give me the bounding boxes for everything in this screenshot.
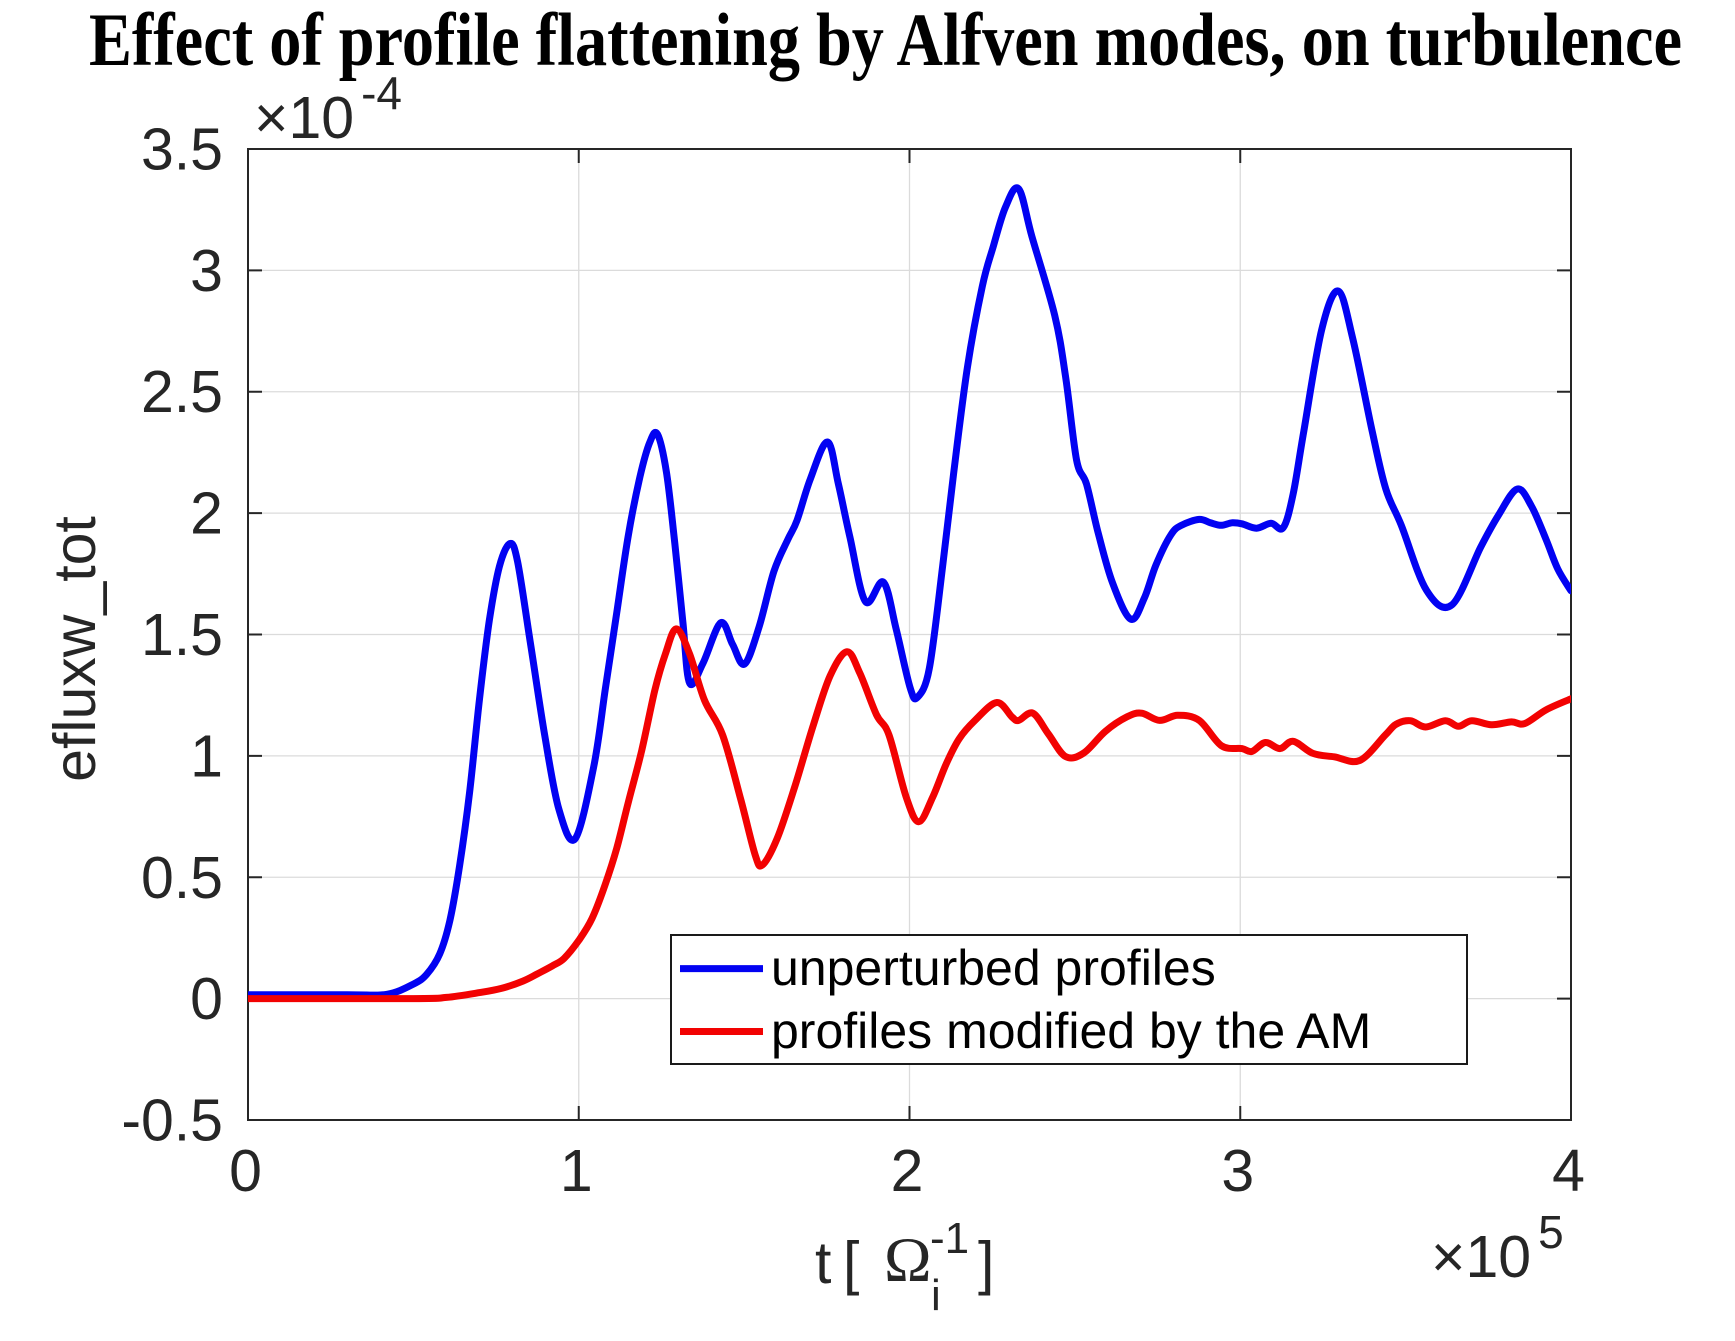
svg-text:unperturbed profiles: unperturbed profiles [771, 940, 1216, 996]
svg-text:1: 1 [190, 723, 223, 789]
svg-text:efluxw_tot: efluxw_tot [42, 516, 108, 782]
svg-text:]: ] [978, 1230, 994, 1296]
svg-text:2: 2 [190, 481, 223, 547]
svg-text:3: 3 [1221, 1138, 1254, 1204]
svg-text:t: t [815, 1230, 831, 1296]
svg-text:3.5: 3.5 [141, 117, 223, 183]
svg-text:1: 1 [560, 1138, 593, 1204]
svg-text:0: 0 [190, 966, 223, 1032]
svg-text:Effect of profile flattening b: Effect of profile flattening by Alfven m… [89, 0, 1682, 82]
svg-text:4: 4 [1552, 1138, 1585, 1204]
svg-text:profiles modified by the AM: profiles modified by the AM [771, 1003, 1371, 1059]
svg-text:2: 2 [891, 1138, 924, 1204]
svg-text:-0.5: -0.5 [121, 1088, 223, 1154]
svg-text:-1: -1 [930, 1214, 969, 1263]
svg-text:3: 3 [190, 238, 223, 304]
svg-text:i: i [931, 1271, 941, 1320]
svg-text:[: [ [843, 1230, 859, 1296]
svg-text:2.5: 2.5 [141, 359, 223, 425]
svg-text:0.5: 0.5 [141, 845, 223, 911]
svg-text:0: 0 [229, 1138, 262, 1204]
svg-text:Ω: Ω [884, 1224, 932, 1295]
svg-text:1.5: 1.5 [141, 602, 223, 668]
